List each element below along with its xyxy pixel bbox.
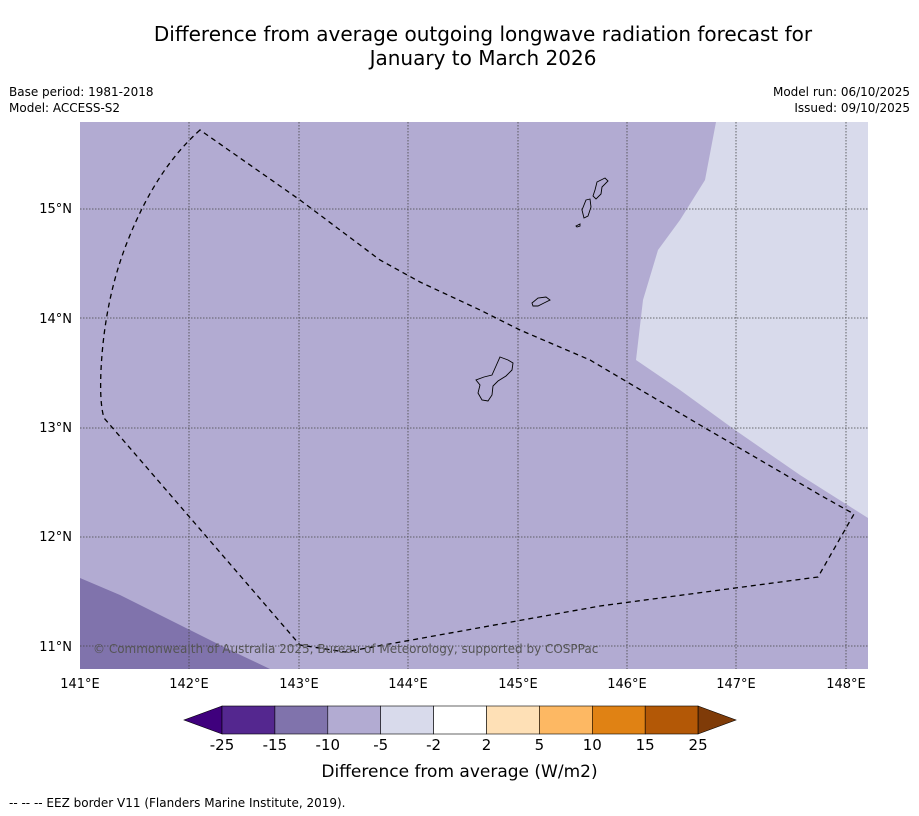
colorbar-segment: [274, 705, 329, 735]
colorbar-extend-high: [697, 705, 737, 735]
lon-label-141: 141°E: [60, 677, 100, 692]
eez-legend: -- -- -- EEZ border V11 (Flanders Marine…: [9, 796, 346, 810]
colorbar-segment: [221, 705, 276, 735]
islands: [475, 177, 609, 402]
meta-right: Model run: 06/10/2025 Issued: 09/10/2025: [773, 84, 910, 116]
title-line-2: January to March 2026: [369, 46, 597, 70]
island-rota: [531, 296, 551, 307]
lat-label-12: 12°N: [39, 530, 72, 545]
colorbar-tick-label: -25: [209, 736, 235, 754]
colorbar-segment: [433, 705, 487, 735]
lat-label-11: 11°N: [39, 640, 72, 655]
issued-date: Issued: 09/10/2025: [794, 101, 910, 115]
lon-label-147: 147°E: [716, 677, 756, 692]
colorbar-tick-label: 10: [582, 736, 602, 754]
model-run: Model run: 06/10/2025: [772, 85, 910, 99]
island-tinian: [581, 198, 592, 219]
lon-label-144: 144°E: [388, 677, 428, 692]
colorbar-tick-label: -10: [315, 736, 341, 754]
lat-label-13: 13°N: [39, 421, 72, 436]
colorbar-segment: [591, 705, 646, 735]
meta-left: Base period: 1981-2018 Model: ACCESS-S2: [9, 84, 154, 116]
colorbar-tick-label: -2: [426, 736, 442, 754]
colorbar-segment: [539, 705, 593, 735]
model-name: Model: ACCESS-S2: [9, 101, 121, 115]
island-aguijan: [575, 223, 581, 228]
lon-label-143: 143°E: [279, 677, 319, 692]
colorbar-extend-low: [183, 705, 223, 735]
lon-label-145: 145°E: [498, 677, 538, 692]
colorbar-segment: [644, 705, 699, 735]
eez-border: [99, 129, 855, 653]
colorbar: [183, 705, 737, 735]
lat-label-15: 15°N: [39, 202, 72, 217]
lon-label-142: 142°E: [169, 677, 209, 692]
colorbar-tick-label: 5: [534, 736, 545, 754]
lon-label-148: 148°E: [826, 677, 866, 692]
island-saipan: [592, 177, 609, 200]
colorbar-segment: [380, 705, 434, 735]
anomaly-region-minus5-minus2: [636, 122, 868, 518]
colorbar-segment: [327, 705, 381, 735]
colorbar-tick-label: 25: [688, 736, 708, 754]
map-title: Difference from average outgoing longwav…: [40, 22, 919, 70]
colorbar-tick-label: -15: [262, 736, 288, 754]
title-line-1: Difference from average outgoing longwav…: [153, 22, 813, 46]
lon-label-146: 146°E: [607, 677, 647, 692]
colorbar-tick-label: -5: [373, 736, 389, 754]
colorbar-tick-label: 15: [635, 736, 655, 754]
lat-labels: 15°N 14°N 13°N 12°N 11°N: [39, 202, 72, 655]
base-period: Base period: 1981-2018: [9, 85, 154, 99]
colorbar-tick-label: 2: [481, 736, 492, 754]
lon-labels: 141°E 142°E 143°E 144°E 145°E 146°E 147°…: [60, 677, 866, 692]
copyright-notice: © Commonwealth of Australia 2025, Bureau…: [93, 642, 598, 656]
colorbar-label: Difference from average (W/m2): [321, 762, 598, 782]
map-area: © Commonwealth of Australia 2025, Bureau…: [80, 122, 868, 669]
lat-label-14: 14°N: [39, 312, 72, 327]
graticule: [80, 122, 868, 669]
colorbar-segment: [486, 705, 540, 735]
island-guam: [475, 356, 514, 402]
